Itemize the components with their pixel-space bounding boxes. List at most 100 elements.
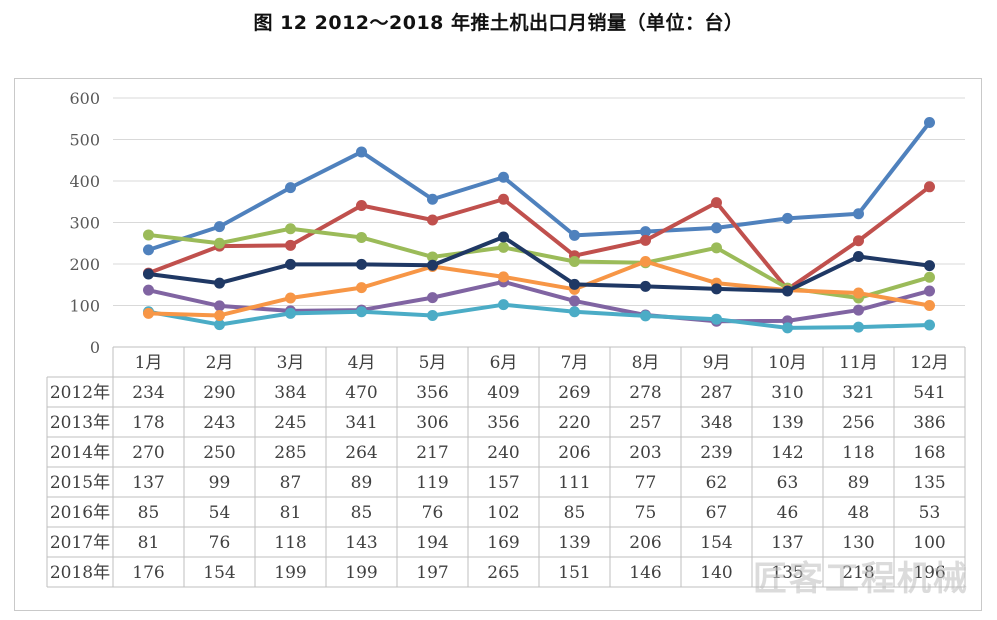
data-label: 306 <box>416 413 448 433</box>
data-point <box>711 242 722 254</box>
data-label: 102 <box>487 503 519 523</box>
data-label: 197 <box>416 563 448 583</box>
data-point <box>711 283 722 295</box>
x-category-label: 4月 <box>348 353 376 373</box>
data-label: 77 <box>635 473 657 493</box>
series-name-label: 2014年 <box>50 443 110 463</box>
data-label: 157 <box>487 473 519 493</box>
data-point <box>427 251 438 263</box>
x-category-label: 1月 <box>135 353 163 373</box>
data-point <box>498 231 509 243</box>
data-point <box>356 146 367 158</box>
data-point <box>214 237 225 249</box>
data-label: 234 <box>132 383 164 403</box>
series-name-label: 2016年 <box>50 503 110 523</box>
data-label: 111 <box>558 473 590 493</box>
data-label: 151 <box>558 563 590 583</box>
series-name-label: 2017年 <box>50 533 110 553</box>
data-point <box>569 256 580 268</box>
data-label: 356 <box>487 413 519 433</box>
y-tick-label: 500 <box>69 131 100 150</box>
y-tick-label: 100 <box>69 297 100 316</box>
data-point <box>214 221 225 233</box>
series-name-label: 2013年 <box>50 413 110 433</box>
data-label: 76 <box>209 533 231 553</box>
data-label: 384 <box>274 383 306 403</box>
data-label: 130 <box>842 533 874 553</box>
series-line <box>146 120 932 252</box>
data-label: 176 <box>132 563 164 583</box>
data-point <box>924 300 935 311</box>
data-label: 206 <box>558 443 590 463</box>
data-point <box>356 199 367 211</box>
data-point <box>498 299 509 311</box>
data-point <box>214 300 225 312</box>
series-name-label: 2012年 <box>50 383 110 403</box>
data-label: 239 <box>700 443 732 463</box>
data-point <box>214 309 225 321</box>
data-point <box>498 171 509 183</box>
data-point <box>285 239 296 251</box>
y-tick-label: 600 <box>69 89 100 108</box>
data-label: 63 <box>777 473 799 493</box>
data-point <box>356 306 367 318</box>
data-point <box>640 280 651 292</box>
data-label: 168 <box>913 443 945 463</box>
data-label: 142 <box>771 443 803 463</box>
data-label: 194 <box>416 533 448 553</box>
data-point <box>924 260 935 272</box>
data-point <box>143 268 154 280</box>
data-label: 154 <box>203 563 235 583</box>
data-label: 321 <box>842 383 874 403</box>
data-label: 54 <box>209 503 231 523</box>
data-point <box>853 251 864 263</box>
data-label: 356 <box>416 383 448 403</box>
data-label: 348 <box>700 413 732 433</box>
data-point <box>143 284 154 296</box>
data-label: 137 <box>771 533 803 553</box>
x-category-label: 5月 <box>419 353 447 373</box>
data-label: 264 <box>345 443 377 463</box>
data-label: 169 <box>487 533 519 553</box>
data-point <box>285 182 296 194</box>
data-point <box>853 235 864 247</box>
data-point <box>711 222 722 234</box>
data-point <box>569 229 580 241</box>
data-label: 143 <box>345 533 377 553</box>
series-line <box>146 235 932 293</box>
data-label: 85 <box>351 503 373 523</box>
data-point <box>640 234 651 246</box>
data-point <box>569 295 580 307</box>
data-point <box>285 292 296 304</box>
data-label: 87 <box>280 473 302 493</box>
y-tick-label: 300 <box>69 214 100 233</box>
data-point <box>924 116 935 128</box>
data-label: 89 <box>351 473 373 493</box>
data-label: 140 <box>700 563 732 583</box>
data-label: 220 <box>558 413 590 433</box>
data-point <box>427 292 438 304</box>
data-point <box>356 231 367 243</box>
data-label: 178 <box>132 413 164 433</box>
data-label: 89 <box>848 473 870 493</box>
data-point <box>427 214 438 226</box>
data-label: 199 <box>345 563 377 583</box>
data-label: 196 <box>913 563 945 583</box>
x-category-label: 8月 <box>632 353 660 373</box>
data-label: 139 <box>558 533 590 553</box>
data-point <box>356 282 367 294</box>
data-point <box>640 310 651 322</box>
x-category-label: 10月 <box>768 353 807 373</box>
data-point <box>214 319 225 331</box>
x-category-label: 6月 <box>490 353 518 373</box>
data-label: 257 <box>629 413 661 433</box>
data-label: 100 <box>913 533 945 553</box>
data-label: 409 <box>487 383 519 403</box>
data-label: 290 <box>203 383 235 403</box>
data-point <box>782 322 793 334</box>
data-label: 67 <box>706 503 728 523</box>
data-point <box>711 313 722 325</box>
data-point <box>498 271 509 283</box>
data-point <box>214 277 225 289</box>
